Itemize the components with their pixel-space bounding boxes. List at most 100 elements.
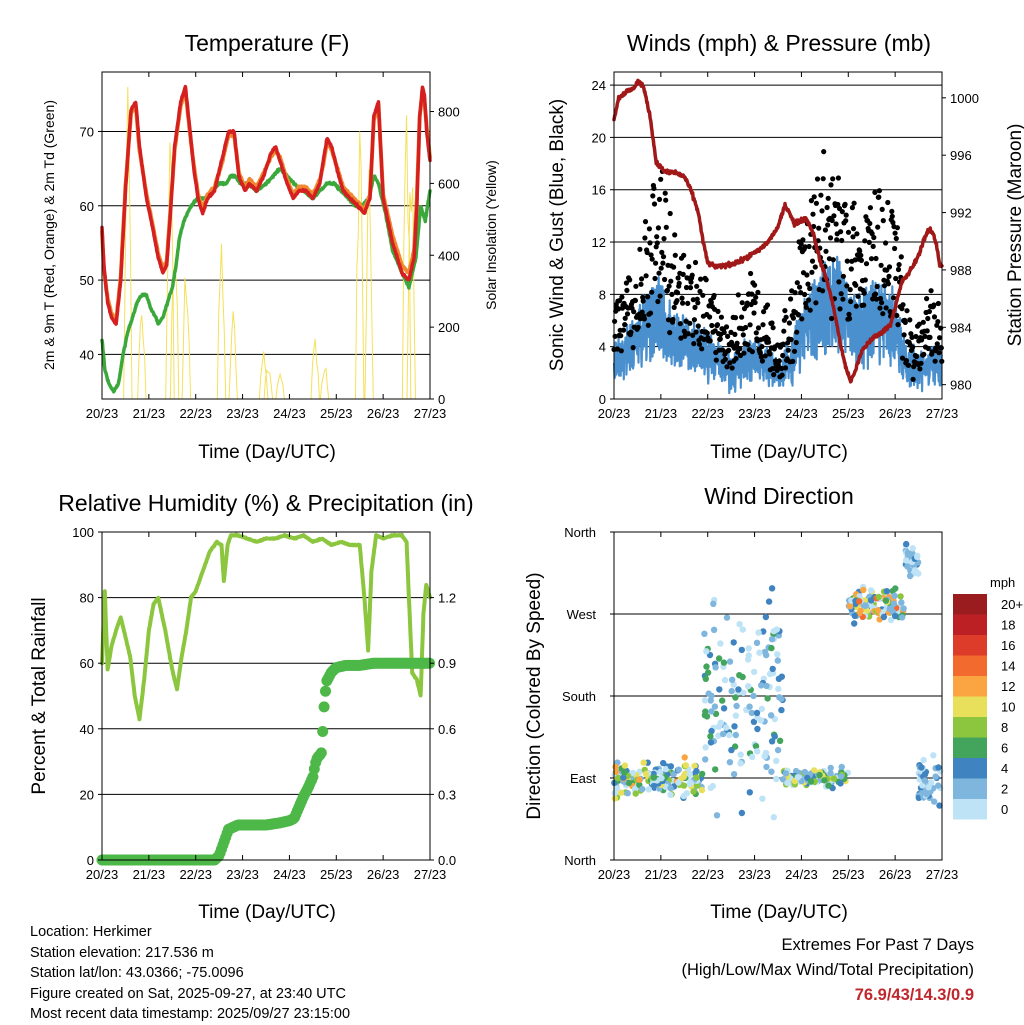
gust-point	[717, 336, 723, 342]
gust-point	[881, 283, 888, 289]
direction-point	[898, 599, 905, 606]
gust-point	[839, 209, 845, 215]
gust-point	[886, 273, 892, 279]
y-tick-label: West	[567, 607, 597, 622]
gust-point	[619, 294, 625, 300]
dewpoint-line	[100, 167, 432, 394]
gust-point	[885, 199, 891, 206]
gust-point	[845, 229, 852, 235]
gust-point	[863, 261, 870, 267]
gust-point	[872, 291, 879, 297]
gust-point	[803, 300, 809, 307]
x-tick-label: 20/23	[86, 406, 119, 421]
direction-point	[754, 725, 761, 733]
direction-point	[739, 626, 746, 633]
gust-point	[770, 325, 776, 331]
gust-point	[687, 285, 694, 291]
gust-point	[879, 300, 885, 306]
direction-point	[698, 786, 706, 794]
direction-point	[909, 550, 916, 557]
gust-point	[786, 320, 793, 326]
gust-point	[818, 192, 824, 198]
direction-point	[931, 798, 938, 805]
gust-point	[872, 189, 878, 195]
gust-point	[749, 291, 755, 297]
insolation-series	[123, 86, 416, 400]
direction-point	[611, 795, 619, 802]
direction-point	[657, 768, 664, 776]
direction-point	[701, 697, 709, 704]
direction-point	[862, 602, 869, 609]
y2-tick-label: 996	[950, 148, 972, 163]
gust-point	[745, 342, 751, 348]
gust-point	[672, 232, 678, 238]
gust-point	[876, 194, 882, 200]
direction-point	[902, 557, 910, 564]
gust-point	[937, 335, 943, 341]
direction-point	[611, 790, 618, 797]
direction-point	[667, 791, 674, 799]
gust-point	[656, 196, 663, 202]
y-tick-label: 20	[80, 787, 94, 802]
direction-point	[624, 790, 631, 797]
y2-tick-label: 600	[438, 176, 460, 191]
gust-point	[861, 290, 867, 296]
gust-point	[835, 201, 841, 208]
rainfall-point	[318, 701, 330, 713]
direction-point	[756, 649, 763, 656]
insolation-spike	[275, 372, 285, 400]
gust-point	[732, 315, 739, 321]
gust-point	[894, 312, 900, 319]
gust-point	[761, 309, 767, 315]
gust-point	[672, 252, 678, 258]
gust-point	[639, 276, 645, 282]
gust-point	[661, 236, 667, 242]
gust-point	[795, 312, 802, 318]
direction-point	[906, 572, 914, 580]
colorbar-swatch	[953, 758, 987, 779]
direction-point	[738, 646, 745, 654]
gust-point	[666, 283, 672, 289]
colorbar-label: 18	[1001, 618, 1015, 633]
gust-point	[755, 289, 761, 295]
direction-point	[830, 775, 838, 782]
direction-point	[837, 780, 844, 787]
direction-point	[730, 771, 738, 778]
direction-point	[773, 626, 780, 633]
gust-point	[913, 353, 920, 360]
gust-point	[874, 283, 880, 290]
gust-point	[662, 190, 668, 196]
gust-point	[808, 198, 815, 204]
direction-point	[681, 754, 688, 761]
direction-point	[867, 587, 875, 594]
gust-point	[755, 325, 762, 331]
y2-tick-label: 0.9	[438, 656, 456, 671]
gust-point	[911, 364, 917, 370]
direction-point	[925, 784, 932, 791]
insolation-spike	[406, 187, 416, 400]
direction-point	[919, 782, 926, 789]
direction-point	[863, 607, 871, 614]
gust-point	[855, 293, 861, 299]
gust-point	[854, 231, 860, 237]
gust-point	[830, 257, 836, 263]
extremes-value: 76.9/43/14.3/0.9	[854, 986, 974, 1004]
gust-point	[632, 297, 639, 304]
gust-point	[776, 358, 782, 364]
gust-point	[929, 349, 935, 355]
gust-point	[674, 298, 680, 304]
gust-point	[639, 309, 645, 315]
gust-point	[651, 185, 657, 191]
gust-point	[664, 287, 671, 293]
gust-point	[683, 284, 690, 291]
gust-point	[678, 335, 684, 341]
gust-point	[807, 285, 813, 292]
gust-point	[829, 217, 835, 224]
gust-point	[635, 324, 641, 330]
gust-point	[935, 319, 941, 325]
y-tick-label: 60	[80, 656, 94, 671]
gust-point	[782, 365, 789, 371]
direction-point	[753, 639, 761, 646]
x-tick-label: 23/23	[226, 867, 259, 882]
gust-point	[927, 334, 933, 340]
